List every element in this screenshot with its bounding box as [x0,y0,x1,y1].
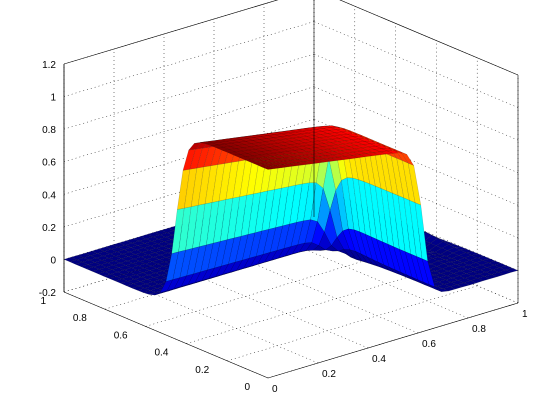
side-wall-grid-z-5 [313,53,519,141]
z-tick-label: -0.2 [39,288,57,299]
surface-patch [476,256,491,261]
x-tick-label: 0.4 [372,354,386,365]
y-tick-label: 0.6 [114,330,128,341]
x-tick-label: 0.2 [322,369,336,380]
z-tick-label: 0.4 [42,190,56,201]
z-tick-label: 0 [50,255,56,266]
axes-box-edge-4 [339,0,519,76]
x-tick-label: 0.8 [472,324,486,335]
axes-box-edge-3 [63,0,279,65]
surface-patch [459,249,474,253]
surface [63,125,519,296]
z-tick-label: 0.6 [42,158,56,169]
x-tick-label: 1 [522,309,528,320]
y-tick-label: 0.8 [73,313,87,324]
back-wall-grid-z-7 [63,0,279,65]
z-tick-label: 1 [50,93,56,104]
side-wall-grid-z-7 [339,0,519,76]
surface-patch [431,234,445,241]
x-tick-label: 0.6 [422,339,436,350]
surface-patch [437,238,451,243]
back-wall-grid-z-6 [63,21,315,97]
surface-patch [493,263,508,268]
y-tick-label: 0 [244,382,250,393]
side-wall-grid-z-6 [313,21,519,108]
floor-grid-y-1 [227,285,478,362]
tick-labels: 00.20.40.60.8100.20.40.60.81-0.200.20.40… [39,60,528,395]
axes-box [63,0,519,379]
surface-patch [443,241,456,245]
z-tick-label: 1.2 [42,60,56,71]
z-tick-label: 0.2 [42,223,56,234]
side-wall-grid-z-4 [313,86,519,173]
axis-line-0 [267,302,519,379]
x-tick-label: 0 [272,384,278,395]
axis-line-1 [63,291,269,379]
y-tick-label: 0.4 [154,348,168,359]
y-tick-label: 1 [40,296,46,307]
y-tick-label: 0.2 [195,365,209,376]
z-tick-label: 0.8 [42,125,56,136]
surface-patch [505,267,519,273]
floor-grid-y-2 [186,268,437,344]
back-wall-grid-z-5 [63,53,315,130]
